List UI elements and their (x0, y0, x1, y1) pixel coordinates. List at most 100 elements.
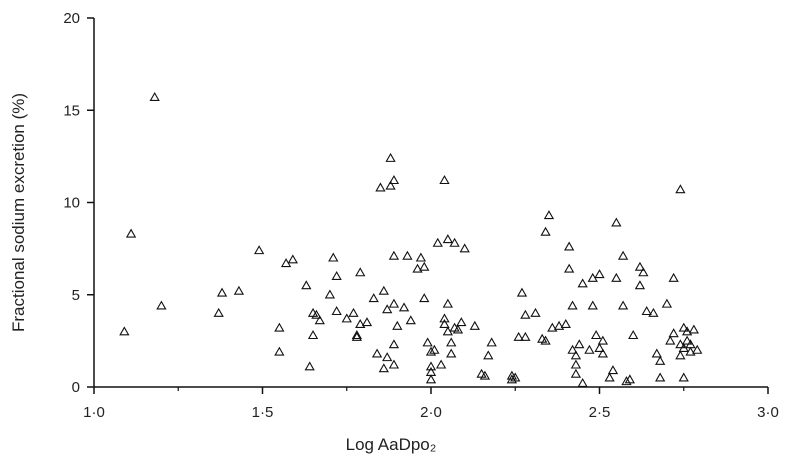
data-point (685, 346, 696, 356)
data-point (574, 339, 585, 349)
data-point (570, 350, 582, 360)
data-point (412, 263, 423, 273)
data-point (567, 300, 578, 310)
y-tick-label: 0 (72, 379, 80, 396)
data-point (540, 335, 551, 345)
data-point (678, 372, 689, 382)
data-point (611, 272, 622, 282)
data-point (328, 252, 339, 262)
data-point (371, 348, 383, 358)
data-point (597, 348, 609, 358)
data-point (540, 226, 551, 236)
data-point (274, 322, 285, 332)
data-point (375, 182, 386, 192)
y-ticks: 0 5 10 15 20 (63, 10, 94, 396)
data-point (648, 307, 659, 317)
data-point (456, 317, 467, 327)
data-point (520, 309, 531, 319)
data-point (388, 250, 400, 260)
data-point (483, 350, 494, 360)
data-point (564, 263, 575, 273)
data-point (274, 346, 285, 356)
data-point (429, 344, 440, 354)
data-point (442, 234, 453, 244)
data-point (479, 370, 491, 380)
data-point (341, 313, 352, 323)
y-tick-label: 5 (72, 287, 80, 304)
data-point (324, 289, 336, 299)
data-point (442, 298, 453, 308)
data-point (513, 331, 524, 341)
data-point (351, 330, 363, 340)
data-points (119, 92, 703, 388)
data-point (125, 228, 137, 238)
data-point (604, 372, 615, 382)
data-point (368, 293, 379, 303)
data-point (402, 250, 413, 260)
data-point (617, 300, 629, 310)
data-point (681, 326, 693, 336)
data-point (119, 326, 130, 336)
data-point (668, 272, 679, 282)
data-point (617, 250, 629, 260)
data-point (570, 359, 582, 369)
data-point (439, 318, 450, 328)
x-tick-label: 2·0 (420, 404, 442, 421)
data-point (520, 331, 531, 341)
data-point (405, 315, 416, 325)
data-point (449, 237, 460, 247)
x-axis-title: Log AaDpo₂ (346, 435, 437, 454)
x-ticks: 1·0 1·5 2·0 2·5 3·0 (83, 387, 779, 421)
data-point (304, 361, 315, 371)
data-point (516, 287, 528, 297)
data-point (419, 293, 430, 303)
y-tick-label: 15 (63, 102, 80, 119)
data-point (422, 337, 433, 347)
data-point (688, 324, 700, 334)
data-point (624, 374, 635, 384)
data-point (661, 298, 673, 308)
data-point (634, 261, 646, 271)
data-point (331, 306, 342, 316)
data-point (685, 339, 696, 349)
data-point (446, 337, 457, 347)
y-tick-label: 10 (63, 195, 80, 212)
x-tick-label: 2·5 (589, 404, 611, 421)
data-point (510, 372, 521, 382)
x-tick-label: 3·0 (757, 404, 779, 421)
data-point (355, 318, 366, 328)
data-point (233, 285, 245, 295)
data-point (506, 374, 518, 384)
data-point (388, 298, 400, 308)
data-point (681, 335, 693, 345)
data-point (577, 278, 588, 288)
data-point (307, 330, 319, 340)
data-point (594, 269, 605, 279)
data-point (385, 180, 396, 190)
data-point (382, 304, 393, 314)
data-point (385, 152, 396, 162)
data-point (425, 361, 437, 371)
data-point (638, 267, 649, 277)
data-point (388, 339, 400, 349)
data-point (439, 313, 450, 323)
data-point (655, 355, 666, 365)
data-point (628, 330, 639, 340)
data-point (607, 365, 619, 375)
data-point (611, 217, 622, 227)
data-point (382, 352, 393, 362)
data-point (355, 267, 366, 277)
data-point (432, 237, 443, 247)
data-point (584, 344, 595, 354)
data-point (587, 300, 598, 310)
data-point (156, 300, 167, 310)
data-point (692, 344, 703, 354)
data-point (149, 92, 160, 102)
data-point (668, 328, 679, 338)
data-point (459, 243, 470, 253)
data-point (570, 368, 582, 378)
axes (93, 18, 768, 388)
data-point (452, 324, 464, 334)
y-axis-title: Fractional sodium excretion (%) (9, 93, 28, 332)
